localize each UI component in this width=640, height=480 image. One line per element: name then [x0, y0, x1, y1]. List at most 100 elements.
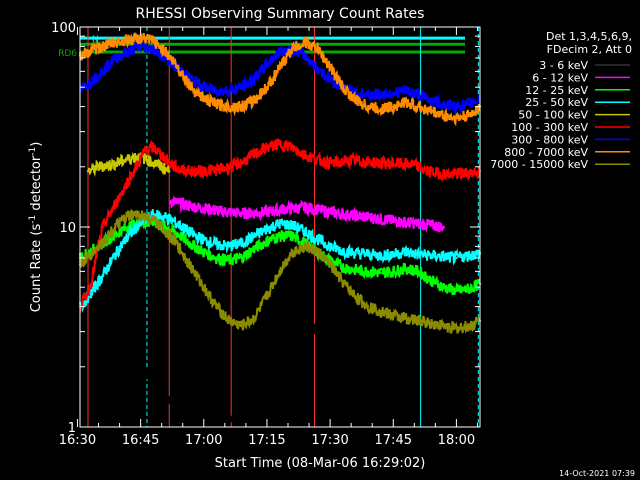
series-3-point-26 [404, 250, 408, 254]
series-0-point-11 [274, 357, 277, 360]
series-8-point-28 [429, 322, 433, 325]
series-1-point-6 [282, 207, 285, 211]
series-8-point-5 [139, 213, 142, 217]
series-8-point-14 [253, 316, 256, 320]
legend-label-6: 300 - 800 keV [511, 133, 588, 146]
series-2-point-16 [278, 234, 281, 238]
series-8-point-6 [152, 219, 155, 222]
legend-label-4: 50 - 100 keV [518, 109, 588, 122]
series-2-point-12 [227, 259, 231, 262]
x-tick-label-4: 17:30 [311, 433, 348, 448]
series-8-point-9 [189, 265, 193, 269]
series-6-point-1 [88, 80, 92, 84]
series-1-point-1 [181, 203, 184, 206]
legend-header-line-2: FDecim 2, Att 0 [547, 43, 632, 56]
series-5-point-11 [189, 170, 193, 173]
series-8-point-23 [366, 305, 370, 308]
x-tick-label-0: 16:30 [59, 433, 96, 448]
series-5-point-16 [253, 153, 256, 156]
series-1-point-3 [219, 209, 222, 213]
series-5-point-8 [160, 153, 163, 156]
series-6-point-30 [455, 105, 458, 108]
series-4-point-2 [109, 163, 113, 166]
series-0-point-19 [366, 415, 370, 419]
series-7-point-11 [215, 103, 218, 106]
series-4-point-3 [122, 159, 125, 162]
series-5-point-7 [152, 146, 155, 149]
series-3-point-4 [126, 234, 130, 238]
series-2-point-15 [265, 239, 269, 243]
series-7-point-7 [164, 50, 168, 54]
series-3-point-9 [189, 232, 193, 235]
series-7-point-6 [152, 39, 155, 43]
series-6-point-3 [114, 56, 117, 60]
series-5-point-19 [291, 146, 294, 149]
series-8-point-30 [455, 327, 458, 330]
series-7-point-5 [139, 36, 142, 40]
series-8-point-1 [88, 254, 92, 257]
series-0-point-13 [299, 319, 302, 322]
series-1-point-9 [345, 213, 349, 217]
series-7-point-1 [88, 49, 92, 53]
timestamp: 14-Oct-2021 07:39 [559, 469, 635, 478]
series-5-point-32 [451, 173, 454, 176]
series-7-point-23 [366, 105, 370, 108]
series-2-point-8 [177, 233, 180, 236]
series-2-point-13 [240, 256, 243, 260]
series-8-point-29 [442, 324, 445, 328]
series-0-point-0 [135, 361, 138, 364]
series-7-point-27 [417, 105, 420, 108]
series-3-point-22 [354, 251, 357, 255]
series-3-point-5 [139, 221, 142, 224]
series-4-point-7 [160, 165, 163, 168]
series-2-point-26 [404, 267, 408, 270]
series-8-point-26 [404, 316, 408, 320]
series-0-point-8 [219, 421, 222, 424]
series-7-point-24 [379, 107, 382, 110]
axes: 16:30 16:45 17:00 17:15 17:30 17:45 18:00 1 10 10… [51, 21, 480, 448]
series-3-point-18 [303, 230, 307, 233]
series-0-point-20 [379, 421, 382, 424]
series-6-point-9 [189, 77, 193, 81]
series-8-point-22 [354, 295, 357, 298]
series-5-point-5 [135, 165, 138, 168]
series-0-point-10 [261, 390, 264, 393]
series-2-point-30 [455, 289, 458, 292]
series-3-point-14 [253, 234, 256, 238]
legend: Det 1,3,4,5,6,9, FDecim 2, Att 0 3 - 6 k… [490, 30, 632, 171]
series-4-point-1 [97, 165, 100, 168]
series-2-point-21 [341, 265, 344, 269]
series-6-point-19 [316, 67, 319, 70]
series-0-point-4 [173, 403, 176, 406]
series-1-point-13 [429, 224, 433, 227]
series-3-point-7 [164, 215, 168, 219]
series-5-point-23 [337, 161, 340, 164]
series-3-point-30 [455, 256, 458, 260]
series-0-point-5 [181, 409, 184, 413]
series-1-point-10 [366, 215, 370, 219]
series-7-point-8 [177, 67, 180, 70]
series-6-point-11 [215, 89, 218, 92]
y-tick-label-1: 10 [59, 221, 76, 236]
series-5-point-2 [101, 225, 104, 229]
series-8-point-24 [379, 309, 382, 313]
series-7-point-29 [442, 114, 445, 117]
series-5-point-26 [375, 161, 378, 164]
series-5-point-3 [114, 203, 117, 206]
series-8 [78, 208, 482, 335]
legend-label-7: 800 - 7000 keV [504, 146, 588, 159]
series-line-8 [79, 208, 481, 335]
series-3-point-17 [291, 224, 294, 227]
series-5-point-17 [265, 146, 269, 149]
series-5-point-20 [303, 153, 307, 156]
series-5 [78, 138, 482, 313]
series-0-point-9 [240, 417, 243, 420]
series-8-point-10 [202, 286, 205, 289]
series-8-point-7 [164, 230, 168, 233]
series-3-point-12 [227, 245, 231, 248]
series-6-point-26 [404, 89, 408, 92]
series-8-point-20 [328, 263, 332, 266]
series-6-point-16 [278, 50, 281, 54]
series-2-point-17 [291, 234, 294, 238]
series-0-point-17 [341, 390, 344, 393]
